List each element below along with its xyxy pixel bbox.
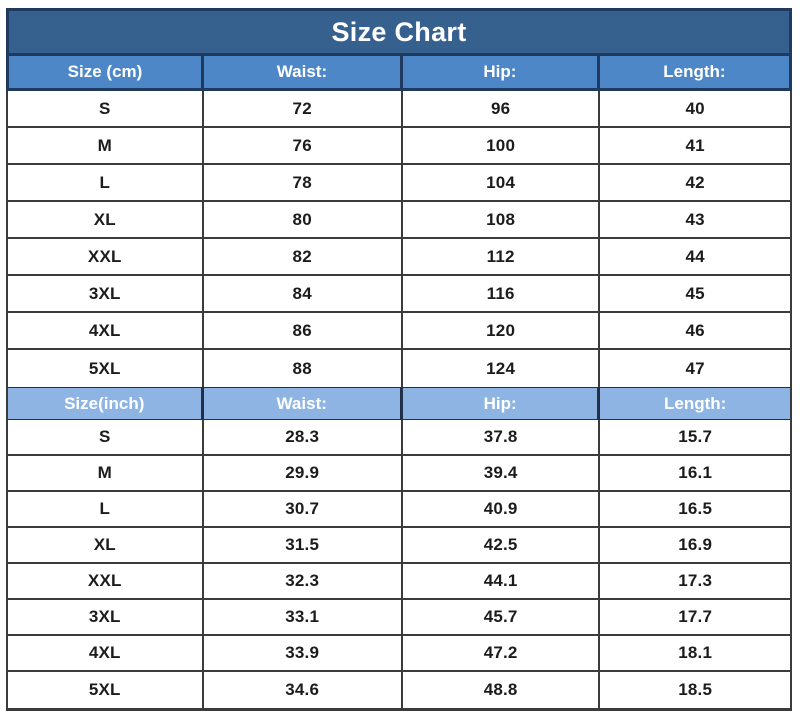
length-cell: 41 [685, 135, 705, 155]
waist-cell: 76 [204, 128, 403, 163]
hip-cell: 100 [403, 128, 601, 163]
hip-cell: 47.2 [403, 636, 601, 670]
hip-cell: 45.7 [403, 600, 601, 634]
table-row: 3XL 33.1 45.7 17.7 [8, 600, 790, 636]
length-cell: 42 [685, 172, 705, 192]
size-cell: XL [8, 528, 204, 562]
length-cell: 47 [685, 358, 705, 378]
hip-cell: 120 [403, 313, 601, 348]
cm-section: S 72 96 40 M 76 100 41 L 78 104 42 XL 80… [8, 91, 790, 387]
length-cell: 16.1 [678, 463, 713, 482]
size-cell: L [8, 165, 204, 200]
table-row: S 72 96 40 [8, 91, 790, 128]
chart-header-band: Size Chart Size (cm) Waist: Hip: Length: [6, 8, 792, 91]
length-cell: 17.7 [678, 607, 713, 626]
size-cell: 4XL [8, 636, 204, 670]
header-cell-length-inch: Length: [600, 388, 790, 419]
size-cell: S [8, 91, 204, 126]
waist-cell: 88 [204, 350, 403, 387]
waist-cell: 30.7 [204, 492, 403, 526]
header-cell-size-inch: Size(inch) [8, 388, 204, 419]
waist-cell: 82 [204, 239, 403, 274]
waist-cell: 34.6 [204, 672, 403, 708]
waist-cell: 31.5 [204, 528, 403, 562]
waist-cell: 32.3 [204, 564, 403, 598]
table-row: 4XL 86 120 46 [8, 313, 790, 350]
length-cell: 17.3 [678, 571, 713, 590]
size-cell: M [8, 128, 204, 163]
length-cell: 16.5 [678, 499, 713, 518]
table-row: XXL 82 112 44 [8, 239, 790, 276]
table-row: S 28.3 37.8 15.7 [8, 420, 790, 456]
table-row: 3XL 84 116 45 [8, 276, 790, 313]
header-cell-hip-cm: Hip: [402, 56, 600, 88]
size-cell: 5XL [8, 350, 204, 387]
hip-cell: 112 [403, 239, 601, 274]
hip-cell: 124 [403, 350, 601, 387]
hip-cell: 40.9 [403, 492, 601, 526]
header-cell-waist-cm: Waist: [204, 56, 403, 88]
header-cell-size-cm: Size (cm) [9, 56, 204, 88]
size-cell: S [8, 420, 204, 454]
length-cell: 18.5 [678, 680, 713, 699]
hip-cell: 104 [403, 165, 601, 200]
table-row: M 76 100 41 [8, 128, 790, 165]
length-cell: 16.9 [678, 535, 713, 554]
inch-header-row: Size(inch) Waist: Hip: Length: [8, 387, 790, 420]
size-cell: L [8, 492, 204, 526]
waist-cell: 33.1 [204, 600, 403, 634]
waist-cell: 33.9 [204, 636, 403, 670]
table-row: XL 31.5 42.5 16.9 [8, 528, 790, 564]
waist-cell: 72 [204, 91, 403, 126]
size-cell: M [8, 456, 204, 490]
table-row: 5XL 34.6 48.8 18.5 [8, 672, 790, 708]
size-cell: XXL [8, 564, 204, 598]
size-cell: 3XL [8, 600, 204, 634]
page-title: Size Chart [9, 11, 789, 53]
waist-cell: 86 [204, 313, 403, 348]
table-row: XXL 32.3 44.1 17.3 [8, 564, 790, 600]
hip-cell: 42.5 [403, 528, 601, 562]
table-row: 4XL 33.9 47.2 18.1 [8, 636, 790, 672]
length-cell: 45 [685, 283, 705, 303]
header-cell-hip-inch: Hip: [402, 388, 601, 419]
length-cell: 18.1 [678, 643, 713, 662]
cm-header-row: Size (cm) Waist: Hip: Length: [9, 56, 789, 88]
size-cell: XL [8, 202, 204, 237]
table-row: L 78 104 42 [8, 165, 790, 202]
hip-cell: 44.1 [403, 564, 601, 598]
waist-cell: 28.3 [204, 420, 403, 454]
hip-cell: 116 [403, 276, 601, 311]
hip-cell: 37.8 [403, 420, 601, 454]
header-cell-waist-inch: Waist: [203, 388, 403, 419]
size-cell: 5XL [8, 672, 204, 708]
size-cell: XXL [8, 239, 204, 274]
table-body: S 72 96 40 M 76 100 41 L 78 104 42 XL 80… [6, 91, 792, 711]
waist-cell: 29.9 [204, 456, 403, 490]
header-cell-length-cm: Length: [599, 56, 789, 88]
size-cell: 4XL [8, 313, 204, 348]
table-row: XL 80 108 43 [8, 202, 790, 239]
inch-section: S 28.3 37.8 15.7 M 29.9 39.4 16.1 L 30.7… [8, 420, 790, 708]
table-row: M 29.9 39.4 16.1 [8, 456, 790, 492]
hip-cell: 108 [403, 202, 601, 237]
waist-cell: 78 [204, 165, 403, 200]
length-cell: 44 [685, 246, 705, 266]
hip-cell: 48.8 [403, 672, 601, 708]
length-cell: 43 [685, 209, 705, 229]
length-cell: 40 [685, 98, 705, 118]
table-row: 5XL 88 124 47 [8, 350, 790, 387]
hip-cell: 39.4 [403, 456, 601, 490]
hip-cell: 96 [403, 91, 601, 126]
length-cell: 15.7 [678, 427, 713, 446]
waist-cell: 84 [204, 276, 403, 311]
waist-cell: 80 [204, 202, 403, 237]
size-cell: 3XL [8, 276, 204, 311]
length-cell: 46 [685, 320, 705, 340]
table-row: L 30.7 40.9 16.5 [8, 492, 790, 528]
